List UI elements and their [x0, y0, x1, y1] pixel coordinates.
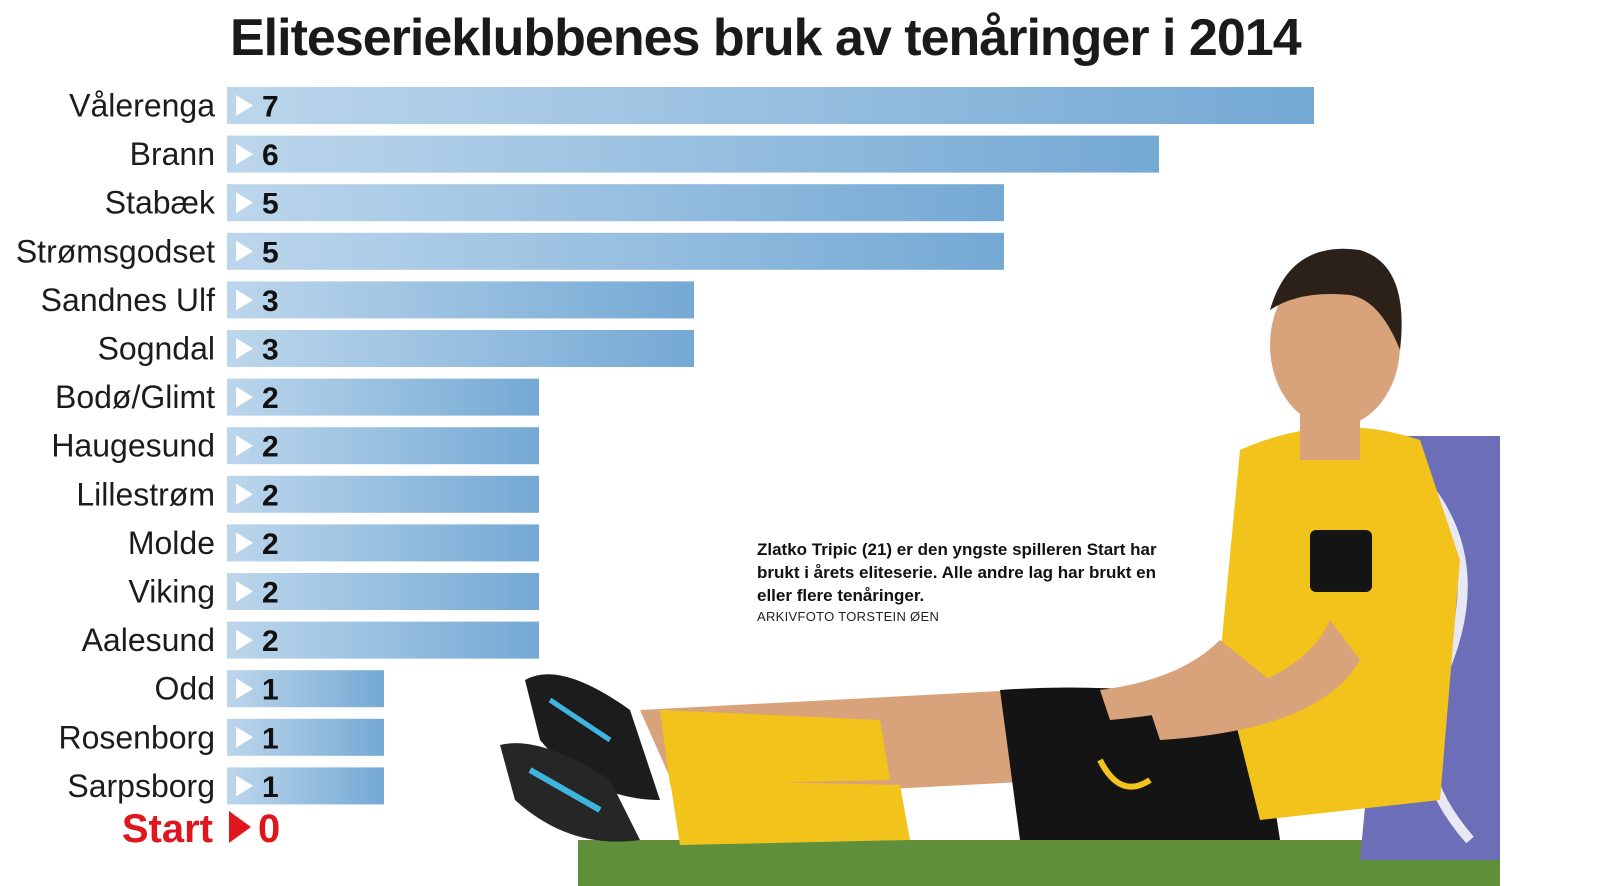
- bar: [227, 427, 539, 465]
- value-label: 2: [262, 577, 279, 610]
- page-title: Eliteserieklubbenes bruk av tenåringer i…: [230, 9, 1302, 67]
- bar: [227, 87, 1314, 124]
- category-label: Haugesund: [51, 428, 215, 464]
- bar: [227, 330, 694, 367]
- bars-layer: 7 Vålerenga 6 Brann 5 Stabæk 5 Strømsgodset 3 San…: [16, 87, 1314, 851]
- category-label: Stabæk: [105, 185, 216, 221]
- value-label: 2: [262, 479, 279, 512]
- bar-arrow-icon: [236, 95, 253, 116]
- value-label: 5: [262, 188, 279, 221]
- category-label: Vålerenga: [69, 88, 215, 124]
- value-label: 2: [262, 528, 279, 561]
- bar: [227, 184, 1004, 222]
- category-label: Sogndal: [98, 331, 215, 367]
- bar: [227, 718, 384, 756]
- bar: [227, 573, 539, 610]
- player-arm: [1100, 640, 1270, 720]
- category-label: Brann: [130, 136, 215, 172]
- player-jersey: [1220, 427, 1460, 820]
- bar: [227, 670, 384, 708]
- category-label: Odd: [155, 671, 215, 707]
- bar-arrow-icon: [236, 338, 253, 359]
- value-label: 5: [262, 236, 279, 269]
- value-label: 2: [262, 431, 279, 464]
- category-label: Rosenborg: [58, 719, 215, 755]
- bar-arrow-icon: [236, 143, 253, 165]
- bar-arrow-icon: [236, 483, 253, 505]
- bar-arrow-icon: [236, 240, 253, 262]
- category-label: Bodø/Glimt: [55, 379, 215, 415]
- highlight-arrow-icon: [229, 811, 251, 843]
- value-label: 1: [262, 722, 279, 755]
- bar-arrow-icon: [236, 289, 253, 311]
- category-label: Aalesund: [82, 622, 215, 658]
- bar-arrow-icon: [236, 435, 253, 457]
- bar-arrow-icon: [236, 775, 253, 797]
- bar-arrow-icon: [236, 629, 253, 651]
- bar: [227, 524, 539, 562]
- bar: [227, 135, 1159, 173]
- photo-credit: ARKIVFOTO TORSTEIN ØEN: [757, 609, 940, 624]
- bar: [227, 767, 384, 805]
- bar-arrow-icon: [236, 532, 253, 554]
- player-arm: [1150, 620, 1360, 740]
- bar-arrow-icon: [236, 386, 253, 408]
- value-label: 1: [262, 674, 279, 707]
- jersey-sponsor: [1310, 530, 1372, 592]
- value-label: 1: [262, 771, 279, 804]
- bar: [227, 475, 539, 513]
- photo-caption: Zlatko Tripic (21) er den yngste spiller…: [757, 540, 1157, 605]
- highlight-value: 0: [258, 807, 280, 851]
- value-label: 2: [262, 382, 279, 415]
- bar: [227, 232, 1004, 270]
- bar: [227, 378, 539, 416]
- category-label: Sarpsborg: [67, 768, 215, 804]
- bar-arrow-icon: [236, 726, 253, 748]
- grass: [578, 840, 1500, 886]
- category-label: Lillestrøm: [76, 476, 215, 512]
- category-label: Molde: [128, 525, 215, 561]
- category-label: Strømsgodset: [16, 233, 215, 269]
- highlight-label: Start: [122, 807, 213, 851]
- value-label: 3: [262, 334, 279, 367]
- player-photo: [500, 248, 1500, 886]
- value-label: 3: [262, 285, 279, 318]
- value-label: 7: [262, 91, 279, 124]
- player-hair: [1270, 248, 1402, 350]
- bar: [227, 621, 539, 659]
- bar-arrow-icon: [236, 192, 253, 214]
- value-label: 2: [262, 625, 279, 658]
- bar-arrow-icon: [236, 581, 253, 602]
- category-label: Viking: [128, 574, 215, 610]
- bar-arrow-icon: [236, 678, 253, 700]
- category-label: Sandnes Ulf: [41, 282, 215, 318]
- player-head: [1270, 263, 1400, 427]
- value-label: 6: [262, 139, 279, 172]
- bar: [227, 281, 694, 319]
